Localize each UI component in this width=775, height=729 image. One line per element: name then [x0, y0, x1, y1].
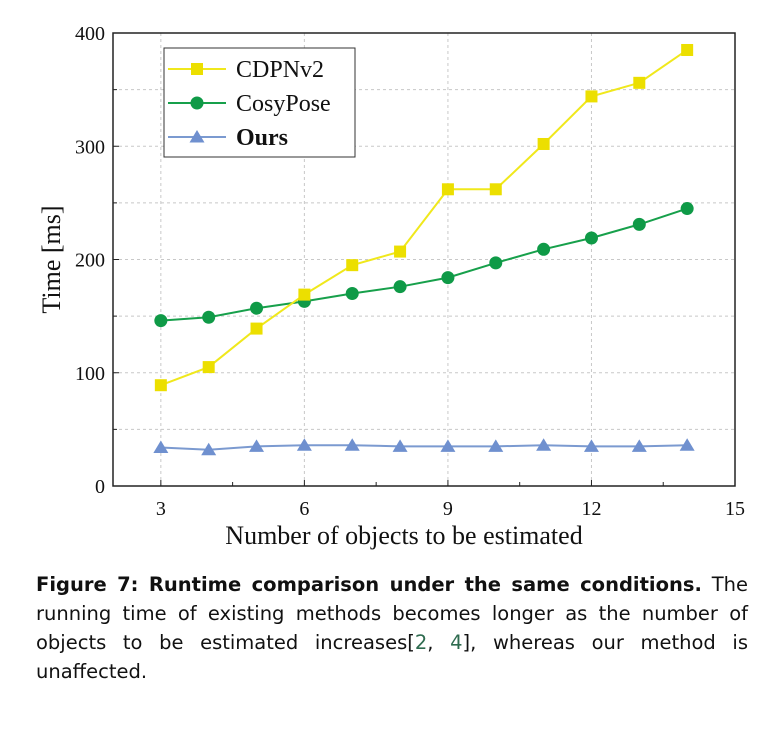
- data-point-square: [202, 361, 215, 374]
- data-point-triangle: [392, 439, 408, 452]
- data-point-triangle: [536, 438, 552, 451]
- data-point-triangle: [189, 130, 205, 143]
- x-tick-label: 6: [299, 498, 309, 520]
- data-point-circle: [584, 231, 598, 245]
- legend: CDPNv2 CosyPose Ours: [163, 47, 356, 158]
- figure-caption: Figure 7: Runtime comparison under the s…: [36, 570, 748, 686]
- legend-label: CDPNv2: [236, 57, 324, 83]
- x-axis-label: Number of objects to be estimated: [225, 521, 582, 550]
- series-cdpnv2: [154, 43, 694, 392]
- y-tick-label: 100: [75, 363, 105, 385]
- data-point-square: [394, 245, 407, 258]
- runtime-chart: 0 100 200 300 400 3 6 9 12 15 Number of objects to…: [37, 23, 745, 550]
- data-point-triangle: [344, 438, 360, 451]
- citation-link[interactable]: 2: [414, 631, 428, 654]
- data-point-square: [681, 43, 694, 56]
- citation-link[interactable]: 4: [450, 631, 463, 654]
- data-point-square: [346, 259, 359, 272]
- data-point-triangle: [296, 438, 312, 451]
- y-tick-label: 200: [75, 250, 105, 272]
- data-point-square: [154, 379, 167, 392]
- data-point-triangle: [249, 439, 265, 452]
- data-point-triangle: [488, 439, 504, 452]
- data-point-circle: [202, 310, 216, 324]
- series-line: [160, 49, 688, 387]
- y-axis-label: Time [ms]: [37, 205, 66, 313]
- data-point-circle: [393, 280, 407, 294]
- data-point-square: [441, 183, 454, 196]
- caption-text-end: ], whereas our method is unaffected.: [36, 631, 748, 683]
- data-point-circle: [345, 286, 359, 300]
- series-cosypose: [154, 202, 694, 328]
- y-tick-label: 300: [75, 136, 105, 158]
- data-point-square: [537, 137, 550, 150]
- data-point-circle: [250, 301, 264, 315]
- data-point-square: [633, 76, 646, 89]
- data-point-triangle: [679, 438, 695, 451]
- data-point-circle: [154, 314, 168, 328]
- data-point-circle: [190, 96, 204, 110]
- data-point-square: [585, 90, 598, 103]
- data-point-circle: [680, 202, 694, 216]
- data-point-triangle: [583, 439, 599, 452]
- data-point-square: [489, 183, 502, 196]
- series-ours: [153, 438, 695, 456]
- y-tick-label: 400: [75, 23, 105, 45]
- data-point-square: [250, 322, 263, 335]
- data-point-square: [298, 288, 311, 301]
- x-tick-label: 12: [581, 498, 601, 520]
- data-point-triangle: [440, 439, 456, 452]
- data-point-triangle: [201, 442, 217, 456]
- data-point-circle: [537, 242, 551, 256]
- data-point-triangle: [153, 440, 169, 453]
- caption-text: The running time of existing methods bec…: [36, 573, 748, 654]
- data-point-circle: [489, 256, 503, 270]
- data-point-circle: [632, 217, 646, 231]
- y-tick-label: 0: [95, 476, 105, 498]
- x-tick-label: 15: [725, 498, 745, 520]
- x-tick-label: 3: [156, 498, 166, 520]
- series-line: [160, 207, 688, 322]
- data-point-circle: [441, 271, 455, 285]
- series-line: [160, 444, 688, 451]
- data-point-square: [191, 63, 203, 75]
- legend-label: CosyPose: [236, 91, 331, 117]
- caption-label: Figure 7: Runtime comparison under the s…: [36, 573, 702, 596]
- data-point-triangle: [631, 439, 647, 452]
- x-tick-label: 9: [443, 498, 453, 520]
- legend-label: Ours: [236, 125, 288, 151]
- caption-separator: ,: [427, 631, 451, 654]
